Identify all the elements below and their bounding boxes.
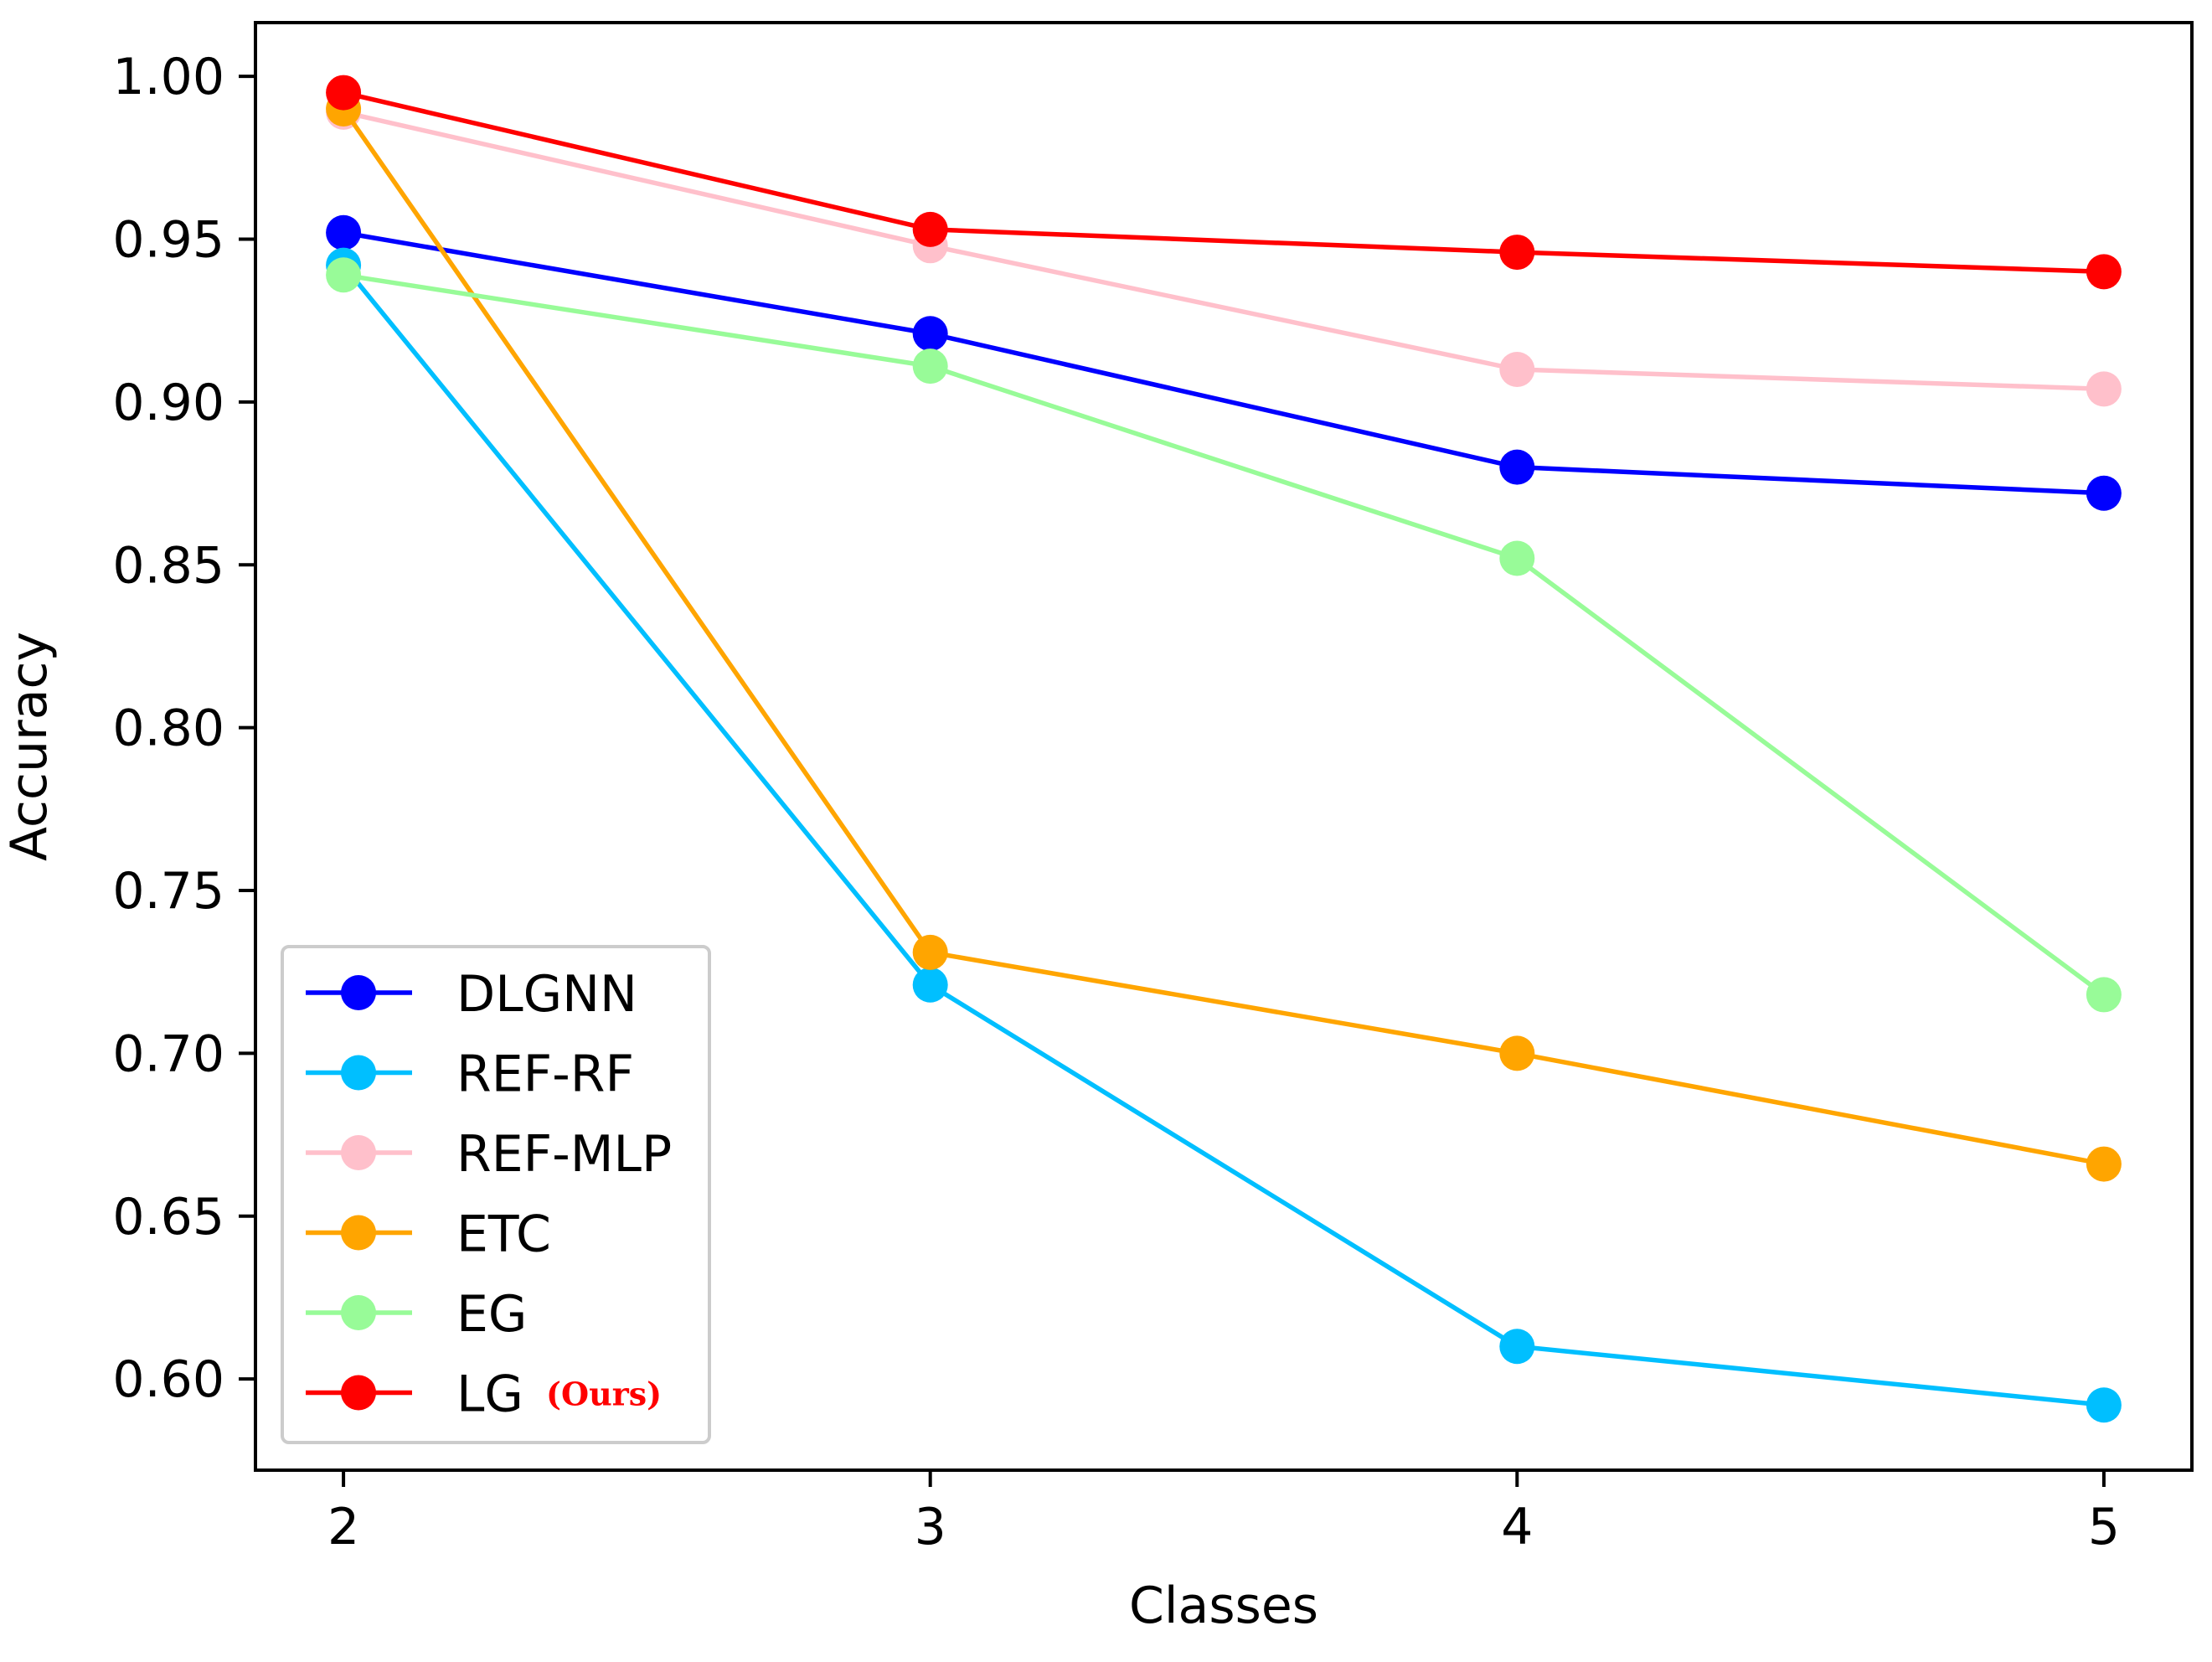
legend-marker-ref-mlp [341,1135,376,1170]
legend-marker-lg [341,1375,376,1411]
data-point-dlgnn-4 [1499,449,1535,485]
data-point-eg-2 [326,257,362,293]
data-point-dlgnn-3 [912,316,948,352]
y-tick-label-4: 0.80 [112,699,224,758]
legend-label-ref-mlp: REF-MLP [456,1125,672,1184]
legend-item-etc: ETC [306,1205,551,1264]
data-point-eg-4 [1499,540,1535,576]
data-point-dlgnn-5 [2086,475,2122,511]
series-line-ref-rf [341,263,2105,1407]
series-line-lg [343,90,2105,275]
data-point-lg-5 [2086,254,2122,290]
series-lg [326,75,2122,290]
legend-item-lg: LG (Ours) [306,1365,662,1424]
data-point-ref-rf-5 [2086,1387,2122,1423]
legend: DLGNN REF-RF REF-MLP ETC EG LG (Ours) [281,945,711,1444]
legend-label-etc: ETC [456,1205,551,1264]
data-point-etc-4 [1499,1035,1535,1071]
x-axis-label: Classes [1129,1577,1318,1635]
series-line-dlgnn [343,230,2105,496]
legend-marker-eg [341,1295,376,1330]
series-line-etc [341,107,2105,1167]
data-point-eg-5 [2086,977,2122,1013]
x-tick-label-0: 2 [327,1498,359,1556]
data-point-ref-mlp-5 [2086,371,2122,407]
y-tick-label-0: 0.60 [112,1350,224,1409]
y-tick-label-7: 0.95 [112,211,224,270]
y-axis: 0.60 0.65 0.70 0.75 0.80 0.85 0.90 0.95 1.00 [112,48,255,1409]
legend-item-eg: EG [306,1285,527,1344]
x-axis: 2 3 4 5 [327,1470,2120,1556]
data-point-ref-mlp-4 [1499,352,1535,388]
data-point-etc-3 [912,934,948,970]
y-tick-label-3: 0.75 [112,862,224,921]
legend-label-eg: EG [456,1285,527,1344]
data-point-lg-3 [912,211,948,247]
data-point-etc-5 [2086,1146,2122,1182]
data-point-dlgnn-2 [326,214,362,250]
legend-marker-etc [341,1215,376,1251]
data-point-lg-2 [326,75,362,111]
legend-marker-ref-rf [341,1055,376,1091]
series-layer [326,75,2122,1423]
y-tick-label-5: 0.85 [112,536,224,595]
x-tick-label-2: 4 [1501,1498,1533,1556]
series-line-eg [343,272,2106,997]
data-point-ref-rf-3 [912,967,948,1003]
legend-item-dlgnn: DLGNN [306,965,637,1024]
legend-marker-dlgnn [341,975,376,1010]
series-eg [326,257,2122,1013]
legend-label-lg: LG [456,1365,523,1424]
series-line-ref-mlp [343,110,2105,392]
plot-frame [254,21,2194,1472]
legend-label-dlgnn: DLGNN [456,965,637,1024]
legend-suffix-lg: (Ours) [546,1376,662,1413]
legend-item-ref-rf: REF-RF [306,1045,634,1104]
y-axis-label: Accuracy [0,632,59,861]
legend-label-ref-rf: REF-RF [456,1045,634,1104]
x-tick-label-3: 5 [2088,1498,2120,1556]
series-etc [326,91,2122,1182]
y-tick-label-1: 0.65 [112,1188,224,1246]
legend-item-ref-mlp: REF-MLP [306,1125,672,1184]
y-tick-label-8: 1.00 [112,48,224,106]
y-tick-label-6: 0.90 [112,374,224,432]
y-tick-label-2: 0.70 [112,1025,224,1083]
series-dlgnn [326,214,2122,511]
data-point-eg-3 [912,348,948,385]
data-point-ref-rf-4 [1499,1329,1535,1365]
x-tick-label-1: 3 [915,1498,946,1556]
data-point-lg-4 [1499,235,1535,271]
